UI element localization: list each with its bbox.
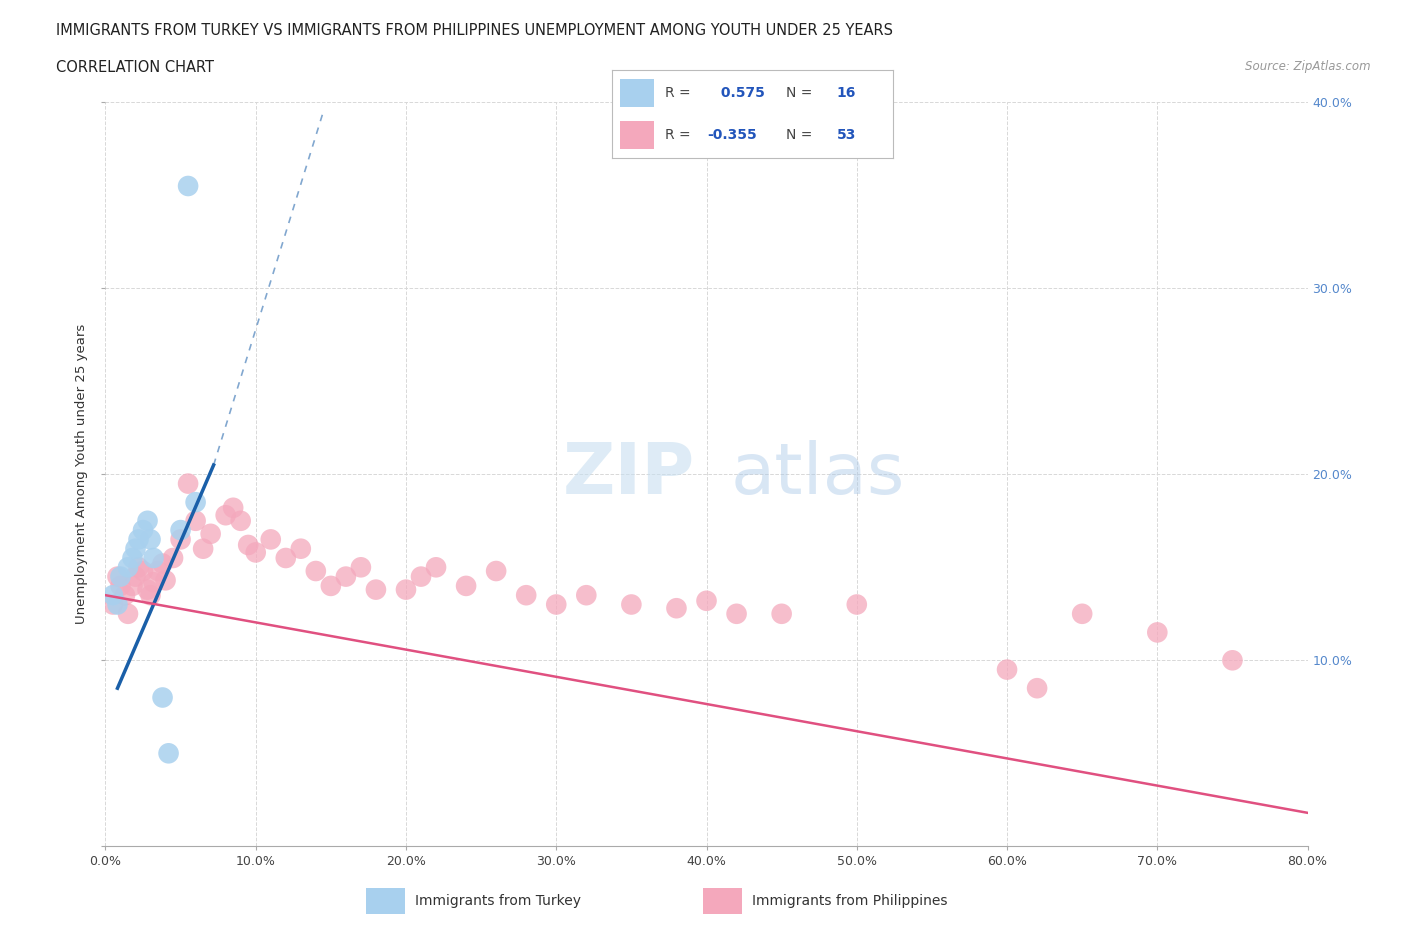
Point xyxy=(184,513,207,528)
Point xyxy=(191,541,214,556)
Point xyxy=(142,551,165,565)
Point xyxy=(142,575,165,590)
Point xyxy=(620,597,643,612)
Point xyxy=(162,551,184,565)
Point xyxy=(139,588,162,603)
Point xyxy=(110,569,132,584)
Point xyxy=(1071,606,1094,621)
Point xyxy=(117,560,139,575)
Point xyxy=(1146,625,1168,640)
Point xyxy=(128,532,150,547)
Point xyxy=(485,564,508,578)
Point xyxy=(101,588,124,603)
Point xyxy=(132,564,155,578)
Text: -0.355: -0.355 xyxy=(707,128,756,142)
Point xyxy=(101,597,124,612)
Text: 16: 16 xyxy=(837,86,856,100)
Text: N =: N = xyxy=(786,128,817,142)
Point xyxy=(124,569,146,584)
Point xyxy=(546,597,568,612)
Point xyxy=(184,495,207,510)
Point xyxy=(725,606,748,621)
Text: CORRELATION CHART: CORRELATION CHART xyxy=(56,60,214,75)
Text: IMMIGRANTS FROM TURKEY VS IMMIGRANTS FROM PHILIPPINES UNEMPLOYMENT AMONG YOUTH U: IMMIGRANTS FROM TURKEY VS IMMIGRANTS FRO… xyxy=(56,23,893,38)
Point xyxy=(274,551,297,565)
Point xyxy=(177,179,200,193)
Point xyxy=(117,606,139,621)
Point xyxy=(200,526,222,541)
Point xyxy=(575,588,598,603)
Point xyxy=(515,588,537,603)
Text: Immigrants from Philippines: Immigrants from Philippines xyxy=(752,894,948,909)
Point xyxy=(260,532,283,547)
Point xyxy=(155,573,177,588)
Point xyxy=(169,523,191,538)
Bar xyxy=(620,79,654,107)
Point xyxy=(364,582,387,597)
Text: Source: ZipAtlas.com: Source: ZipAtlas.com xyxy=(1246,60,1371,73)
Point xyxy=(290,541,312,556)
Point xyxy=(305,564,328,578)
Point xyxy=(157,746,180,761)
Point xyxy=(107,597,129,612)
Point xyxy=(132,523,155,538)
Point xyxy=(409,569,432,584)
Point xyxy=(121,551,143,565)
Point xyxy=(128,560,150,575)
Point xyxy=(121,578,143,593)
Point xyxy=(425,560,447,575)
Text: N =: N = xyxy=(786,86,817,100)
Point xyxy=(770,606,793,621)
Point xyxy=(110,578,132,593)
Point xyxy=(1222,653,1244,668)
Point xyxy=(177,476,200,491)
Text: R =: R = xyxy=(665,86,695,100)
Point xyxy=(335,569,357,584)
Point xyxy=(665,601,688,616)
Point xyxy=(107,569,129,584)
Point xyxy=(136,582,159,597)
Point xyxy=(350,560,373,575)
Point xyxy=(454,578,477,593)
Point xyxy=(139,532,162,547)
Point xyxy=(696,593,718,608)
Point xyxy=(136,513,159,528)
Point xyxy=(845,597,868,612)
Point xyxy=(238,538,260,552)
Text: atlas: atlas xyxy=(731,440,905,509)
Text: ZIP: ZIP xyxy=(562,440,695,509)
Point xyxy=(146,564,169,578)
Point xyxy=(229,513,252,528)
Text: Immigrants from Turkey: Immigrants from Turkey xyxy=(415,894,581,909)
Text: 0.575: 0.575 xyxy=(716,86,765,100)
Point xyxy=(1026,681,1049,696)
Y-axis label: Unemployment Among Youth under 25 years: Unemployment Among Youth under 25 years xyxy=(75,325,89,624)
Point xyxy=(152,556,174,571)
Text: 53: 53 xyxy=(837,128,856,142)
Text: R =: R = xyxy=(665,128,695,142)
Point xyxy=(245,545,267,560)
Point xyxy=(995,662,1018,677)
Bar xyxy=(620,121,654,150)
Point xyxy=(152,690,174,705)
Point xyxy=(124,541,146,556)
Point xyxy=(222,500,245,515)
Point xyxy=(169,532,191,547)
Point xyxy=(395,582,418,597)
Point xyxy=(114,588,136,603)
Point xyxy=(214,508,236,523)
Point xyxy=(319,578,342,593)
